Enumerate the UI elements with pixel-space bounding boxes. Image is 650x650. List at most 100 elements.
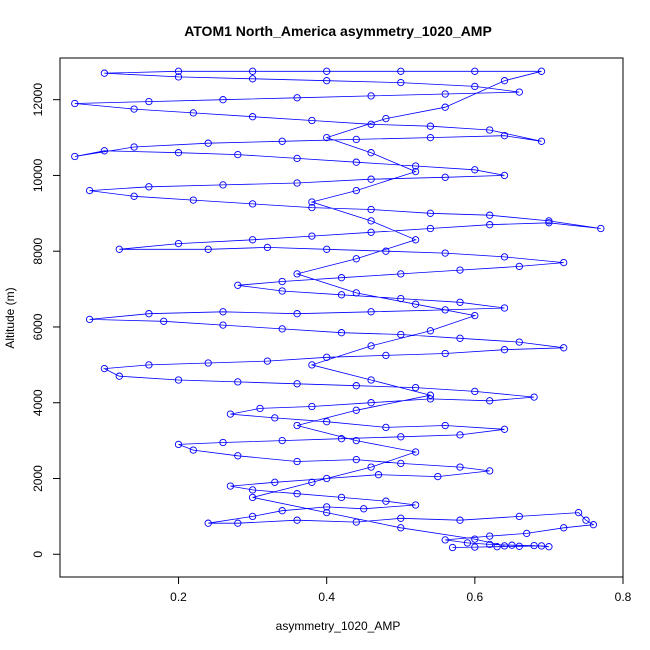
data-point: [293, 380, 301, 388]
data-point: [471, 166, 479, 174]
data-point: [145, 183, 153, 191]
data-point: [145, 97, 153, 106]
data-point: [293, 516, 301, 524]
data-point: [263, 243, 272, 252]
data-point: [323, 133, 331, 142]
data-point: [308, 478, 316, 486]
data-point: [219, 321, 227, 329]
data-point: [508, 541, 516, 549]
x-axis: 0.2 0.4 0.6 0.8: [170, 576, 632, 604]
data-point: [308, 402, 316, 411]
data-point: [160, 317, 168, 325]
data-point: [248, 75, 257, 83]
y-tick-label: 6000: [31, 313, 45, 340]
data-point: [219, 181, 227, 189]
x-tick-label: 0.2: [170, 590, 187, 604]
y-tick-label: 10000: [31, 158, 45, 192]
data-point: [397, 330, 405, 339]
data-point: [219, 96, 227, 104]
data-point: [367, 376, 375, 384]
data-point: [352, 289, 360, 297]
data-point: [426, 224, 435, 233]
data-point: [100, 69, 109, 77]
data-point: [411, 501, 420, 509]
data-point: [248, 67, 257, 75]
data-point: [204, 519, 212, 527]
data-point: [500, 304, 509, 312]
data-point: [574, 508, 583, 517]
data-point: [367, 399, 375, 407]
data-point: [337, 435, 346, 443]
data-point: [582, 516, 590, 524]
data-point: [463, 539, 472, 547]
data-point: [560, 344, 568, 352]
data-point: [85, 186, 94, 195]
data-point: [189, 446, 197, 454]
data-point: [411, 448, 420, 456]
data-point: [100, 364, 109, 373]
data-point: [426, 209, 435, 217]
data-point: [471, 535, 479, 543]
data-point: [426, 327, 435, 335]
data-point: [189, 109, 197, 117]
data-point: [515, 338, 523, 346]
data-point: [360, 505, 368, 513]
data-point: [278, 287, 286, 295]
data-point: [293, 94, 301, 102]
data-point: [486, 221, 494, 229]
data-point: [456, 431, 464, 439]
data-point: [278, 325, 286, 333]
data-point: [426, 122, 435, 130]
data-point: [219, 438, 227, 447]
y-tick-label: 4000: [31, 389, 45, 416]
data-point: [397, 514, 405, 522]
data-point: [145, 361, 153, 369]
data-point: [597, 224, 605, 233]
data-point: [174, 376, 183, 384]
y-axis-label: Altitude (m): [3, 287, 17, 348]
data-point: [500, 171, 509, 180]
data-point: [271, 478, 279, 486]
data-point: [323, 77, 331, 85]
data-point: [500, 253, 509, 261]
data-point: [71, 152, 79, 161]
data-point: [145, 310, 153, 318]
data-point: [441, 349, 449, 358]
data-point: [537, 137, 546, 145]
data-point: [174, 149, 183, 157]
data-point: [397, 270, 405, 278]
data-point: [367, 342, 375, 350]
data-point: [500, 77, 509, 85]
data-point: [278, 507, 286, 515]
data-point: [471, 311, 479, 320]
data-point: [337, 329, 346, 337]
data-point: [352, 436, 360, 445]
data-point: [530, 393, 538, 401]
data-point: [545, 543, 553, 551]
data-point: [293, 270, 301, 278]
data-point: [471, 67, 479, 75]
data-point: [471, 543, 479, 551]
data-point: [486, 540, 494, 549]
data-point: [397, 294, 405, 303]
data-point: [456, 516, 464, 524]
data-point: [515, 542, 523, 550]
data-point: [441, 103, 449, 111]
data-point: [323, 418, 331, 426]
data-point: [248, 200, 257, 208]
data-point: [382, 247, 390, 255]
data-point: [308, 198, 316, 206]
data-point: [486, 126, 494, 134]
data-point: [523, 529, 531, 538]
data-point: [308, 116, 316, 125]
data-point: [352, 455, 360, 464]
data-point: [352, 158, 360, 166]
data-point: [471, 82, 479, 91]
data-point: [71, 99, 79, 108]
x-axis-label: asymmetry_1020_AMP: [276, 619, 401, 633]
data-point: [174, 440, 183, 449]
data-point: [397, 78, 405, 87]
data-point: [248, 236, 257, 244]
y-tick-label: 0: [31, 551, 45, 558]
